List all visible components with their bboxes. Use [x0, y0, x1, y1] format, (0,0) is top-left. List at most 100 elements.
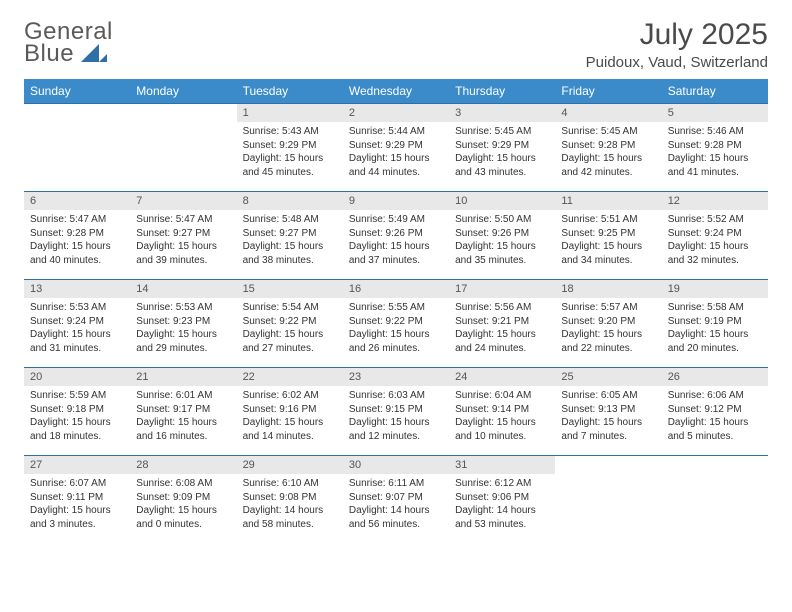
- calendar-cell: 23Sunrise: 6:03 AMSunset: 9:15 PMDayligh…: [343, 368, 449, 456]
- sunset-text: Sunset: 9:26 PM: [455, 227, 549, 241]
- day-number: 7: [130, 192, 236, 210]
- calendar-cell: [662, 456, 768, 544]
- sunset-text: Sunset: 9:16 PM: [243, 403, 337, 417]
- day-info: Sunrise: 6:08 AMSunset: 9:09 PMDaylight:…: [130, 474, 236, 537]
- day-number: 23: [343, 368, 449, 386]
- calendar-cell: 12Sunrise: 5:52 AMSunset: 9:24 PMDayligh…: [662, 192, 768, 280]
- sunset-text: Sunset: 9:20 PM: [561, 315, 655, 329]
- sunset-text: Sunset: 9:14 PM: [455, 403, 549, 417]
- sunrise-text: Sunrise: 6:08 AM: [136, 477, 230, 491]
- sunset-text: Sunset: 9:28 PM: [561, 139, 655, 153]
- calendar-week-row: 6Sunrise: 5:47 AMSunset: 9:28 PMDaylight…: [24, 192, 768, 280]
- day-number: 25: [555, 368, 661, 386]
- sunrise-text: Sunrise: 5:47 AM: [30, 213, 124, 227]
- sunset-text: Sunset: 9:29 PM: [243, 139, 337, 153]
- day-number: 1: [237, 104, 343, 122]
- day-number: 4: [555, 104, 661, 122]
- calendar-cell: 3Sunrise: 5:45 AMSunset: 9:29 PMDaylight…: [449, 104, 555, 192]
- sunrise-text: Sunrise: 5:49 AM: [349, 213, 443, 227]
- daylight-text: Daylight: 14 hours and 56 minutes.: [349, 504, 443, 531]
- day-number: 2: [343, 104, 449, 122]
- calendar-cell: 9 Sunrise: 5:49 AMSunset: 9:26 PMDaylight…: [343, 192, 449, 280]
- day-number: 24: [449, 368, 555, 386]
- sunrise-text: Sunrise: 5:53 AM: [30, 301, 124, 315]
- calendar-cell: 10Sunrise: 5:50 AMSunset: 9:26 PMDayligh…: [449, 192, 555, 280]
- sunset-text: Sunset: 9:29 PM: [455, 139, 549, 153]
- day-info: Sunrise: 6:07 AMSunset: 9:11 PMDaylight:…: [24, 474, 130, 537]
- day-number: [662, 456, 768, 474]
- sunrise-text: Sunrise: 6:12 AM: [455, 477, 549, 491]
- calendar-week-row: 20Sunrise: 5:59 AMSunset: 9:18 PMDayligh…: [24, 368, 768, 456]
- sunrise-text: Sunrise: 6:05 AM: [561, 389, 655, 403]
- daylight-text: Daylight: 15 hours and 42 minutes.: [561, 152, 655, 179]
- weekday-header: Tuesday: [237, 79, 343, 104]
- sunset-text: Sunset: 9:28 PM: [668, 139, 762, 153]
- daylight-text: Daylight: 15 hours and 38 minutes.: [243, 240, 337, 267]
- sunrise-text: Sunrise: 5:43 AM: [243, 125, 337, 139]
- sunrise-text: Sunrise: 5:47 AM: [136, 213, 230, 227]
- calendar-week-row: 27Sunrise: 6:07 AMSunset: 9:11 PMDayligh…: [24, 456, 768, 544]
- sunset-text: Sunset: 9:19 PM: [668, 315, 762, 329]
- day-number: 19: [662, 280, 768, 298]
- sunrise-text: Sunrise: 5:46 AM: [668, 125, 762, 139]
- sunrise-text: Sunrise: 6:06 AM: [668, 389, 762, 403]
- day-info: Sunrise: 5:46 AMSunset: 9:28 PMDaylight:…: [662, 122, 768, 185]
- daylight-text: Daylight: 15 hours and 22 minutes.: [561, 328, 655, 355]
- day-number: 9: [343, 192, 449, 210]
- sunset-text: Sunset: 9:26 PM: [349, 227, 443, 241]
- daylight-text: Daylight: 15 hours and 3 minutes.: [30, 504, 124, 531]
- sunset-text: Sunset: 9:25 PM: [561, 227, 655, 241]
- calendar-cell: 29Sunrise: 6:10 AMSunset: 9:08 PMDayligh…: [237, 456, 343, 544]
- sunrise-text: Sunrise: 6:03 AM: [349, 389, 443, 403]
- sunset-text: Sunset: 9:13 PM: [561, 403, 655, 417]
- day-info: Sunrise: 5:47 AMSunset: 9:28 PMDaylight:…: [24, 210, 130, 273]
- calendar-cell: 22 Sunrise: 6:02 AMSunset: 9:16 PMDayligh…: [237, 368, 343, 456]
- day-info: Sunrise: 5:51 AMSunset: 9:25 PMDaylight:…: [555, 210, 661, 273]
- day-number: 15: [237, 280, 343, 298]
- calendar-cell: 19Sunrise: 5:58 AMSunset: 9:19 PMDayligh…: [662, 280, 768, 368]
- calendar-cell: 2Sunrise: 5:44 AMSunset: 9:29 PMDaylight…: [343, 104, 449, 192]
- sunrise-text: Sunrise: 5:56 AM: [455, 301, 549, 315]
- daylight-text: Daylight: 15 hours and 29 minutes.: [136, 328, 230, 355]
- daylight-text: Daylight: 15 hours and 14 minutes.: [243, 416, 337, 443]
- sunrise-text: Sunrise: 5:59 AM: [30, 389, 124, 403]
- day-info: Sunrise: 5:59 AMSunset: 9:18 PMDaylight:…: [24, 386, 130, 449]
- daylight-text: Daylight: 15 hours and 0 minutes.: [136, 504, 230, 531]
- day-number: 16: [343, 280, 449, 298]
- sunrise-text: Sunrise: 6:11 AM: [349, 477, 443, 491]
- daylight-text: Daylight: 15 hours and 37 minutes.: [349, 240, 443, 267]
- daylight-text: Daylight: 15 hours and 10 minutes.: [455, 416, 549, 443]
- daylight-text: Daylight: 15 hours and 31 minutes.: [30, 328, 124, 355]
- calendar-cell: 25Sunrise: 6:05 AMSunset: 9:13 PMDayligh…: [555, 368, 661, 456]
- day-info: Sunrise: 5:57 AMSunset: 9:20 PMDaylight:…: [555, 298, 661, 361]
- day-info: Sunrise: 5:50 AMSunset: 9:26 PMDaylight:…: [449, 210, 555, 273]
- daylight-text: Daylight: 15 hours and 20 minutes.: [668, 328, 762, 355]
- sunrise-text: Sunrise: 6:02 AM: [243, 389, 337, 403]
- daylight-text: Daylight: 15 hours and 43 minutes.: [455, 152, 549, 179]
- day-number: 22: [237, 368, 343, 386]
- calendar-cell: 28Sunrise: 6:08 AMSunset: 9:09 PMDayligh…: [130, 456, 236, 544]
- day-number: [555, 456, 661, 474]
- sunset-text: Sunset: 9:08 PM: [243, 491, 337, 505]
- daylight-text: Daylight: 15 hours and 41 minutes.: [668, 152, 762, 179]
- day-info: Sunrise: 6:11 AMSunset: 9:07 PMDaylight:…: [343, 474, 449, 537]
- day-number: 31: [449, 456, 555, 474]
- sunrise-text: Sunrise: 5:45 AM: [561, 125, 655, 139]
- weekday-header-row: Sunday Monday Tuesday Wednesday Thursday…: [24, 79, 768, 104]
- sunset-text: Sunset: 9:09 PM: [136, 491, 230, 505]
- day-info: Sunrise: 6:10 AMSunset: 9:08 PMDaylight:…: [237, 474, 343, 537]
- daylight-text: Daylight: 15 hours and 34 minutes.: [561, 240, 655, 267]
- day-number: 17: [449, 280, 555, 298]
- day-info: Sunrise: 5:54 AMSunset: 9:22 PMDaylight:…: [237, 298, 343, 361]
- sunrise-text: Sunrise: 6:04 AM: [455, 389, 549, 403]
- calendar-cell: 17Sunrise: 5:56 AMSunset: 9:21 PMDayligh…: [449, 280, 555, 368]
- calendar-cell: 13Sunrise: 5:53 AMSunset: 9:24 PMDayligh…: [24, 280, 130, 368]
- day-number: 30: [343, 456, 449, 474]
- day-info: Sunrise: 6:04 AMSunset: 9:14 PMDaylight:…: [449, 386, 555, 449]
- daylight-text: Daylight: 15 hours and 39 minutes.: [136, 240, 230, 267]
- daylight-text: Daylight: 14 hours and 53 minutes.: [455, 504, 549, 531]
- sunrise-text: Sunrise: 5:45 AM: [455, 125, 549, 139]
- day-info: Sunrise: 5:47 AMSunset: 9:27 PMDaylight:…: [130, 210, 236, 273]
- day-info: Sunrise: 5:45 AMSunset: 9:29 PMDaylight:…: [449, 122, 555, 185]
- day-info: Sunrise: 5:45 AMSunset: 9:28 PMDaylight:…: [555, 122, 661, 185]
